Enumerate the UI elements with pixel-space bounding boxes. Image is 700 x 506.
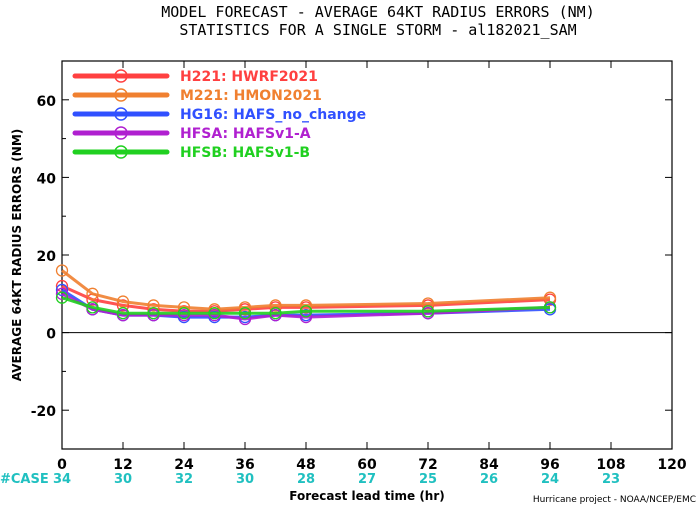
data-point (55, 291, 69, 304)
x-tick-label: 96 (540, 457, 559, 473)
legend-item: M221: HMON2021 (72, 88, 322, 104)
y-tick-label: 40 (37, 171, 57, 187)
legend-marker (114, 126, 128, 140)
legend-item: HFSA: HAFSv1-A (72, 126, 311, 142)
data-point (177, 307, 191, 320)
case-count: 30 (114, 472, 132, 487)
chart-title-line1: MODEL FORECAST - AVERAGE 64KT RADIUS ERR… (161, 3, 594, 21)
chart-title-line2: STATISTICS FOR A SINGLE STORM - al182021… (179, 21, 576, 39)
x-axis-label: Forecast lead time (hr) (289, 489, 445, 503)
case-count: 24 (541, 472, 559, 487)
series-line (61, 292, 551, 321)
legend-label: HG16: HAFS_no_change (180, 107, 366, 123)
case-count: 30 (236, 472, 254, 487)
data-point (147, 307, 160, 320)
case-count: 25 (419, 472, 437, 487)
data-point (421, 297, 435, 310)
y-tick-label: 0 (46, 327, 56, 343)
x-tick-label: 120 (657, 457, 686, 473)
y-tick-label: 20 (37, 249, 57, 265)
legend-item: HG16: HAFS_no_change (72, 107, 366, 123)
data-point (208, 307, 221, 320)
series-line (61, 296, 551, 315)
legend-label: H221: HWRF2021 (180, 69, 318, 85)
data-point (86, 301, 99, 314)
data-point (269, 307, 282, 320)
x-tick-label: 84 (479, 457, 499, 473)
x-tick-label: 72 (418, 457, 437, 473)
data-point (116, 307, 130, 320)
x-tick-label: 60 (357, 457, 377, 473)
x-tick-label: 0 (57, 457, 67, 473)
legend-label: HFSB: HAFSv1-B (180, 145, 310, 161)
legend-item: H221: HWRF2021 (72, 69, 318, 85)
y-tick-label: -20 (31, 404, 57, 420)
legend-marker (114, 107, 128, 121)
case-counts: #CASE 34 30 32 30 28 27 25 26 24 23 (0, 472, 620, 487)
data-point (421, 305, 435, 318)
legend-marker (114, 69, 128, 83)
data-point (116, 299, 130, 312)
data-point (55, 287, 69, 300)
y-tick-label: 60 (37, 94, 57, 110)
legend: H221: HWRF2021 M221: HMON2021 HG16: HAFS_n… (72, 69, 366, 161)
legend-marker (114, 88, 128, 102)
x-tick-label: 108 (596, 457, 625, 473)
legend-label: M221: HMON2021 (180, 88, 322, 104)
data-point (299, 305, 313, 318)
y-axis-label: AVERAGE 64KT RADIUS ERRORS (NM) (10, 129, 24, 381)
series-line (61, 284, 551, 313)
axes: 0 12 24 36 48 60 72 84 96 108 120 -20 0 20 40 60 (31, 60, 687, 473)
case-count: 26 (480, 472, 498, 487)
data-point (55, 264, 69, 277)
legend-item: HFSB: HAFSv1-B (72, 145, 310, 161)
series-hfsb (55, 291, 557, 320)
data-point (543, 301, 557, 314)
series-layer (55, 264, 557, 326)
data-point (147, 299, 160, 312)
case-label: #CASE (0, 472, 49, 487)
case-count: 23 (602, 472, 620, 487)
case-count: 34 (53, 472, 71, 487)
credit-text: Hurricane project - NOAA/NCEP/EMC (533, 495, 696, 505)
case-count: 32 (175, 472, 193, 487)
legend-marker (114, 145, 128, 159)
x-tick-label: 12 (113, 457, 132, 473)
data-point (269, 299, 282, 312)
x-tick-label: 36 (235, 457, 254, 473)
x-tick-label: 48 (296, 457, 315, 473)
data-point (238, 307, 252, 320)
case-count: 28 (297, 472, 315, 487)
legend-label: HFSA: HAFSv1-A (180, 126, 311, 142)
case-count: 27 (358, 472, 376, 487)
plot-frame (61, 60, 673, 450)
x-tick-label: 24 (174, 457, 194, 473)
data-point (86, 287, 99, 300)
